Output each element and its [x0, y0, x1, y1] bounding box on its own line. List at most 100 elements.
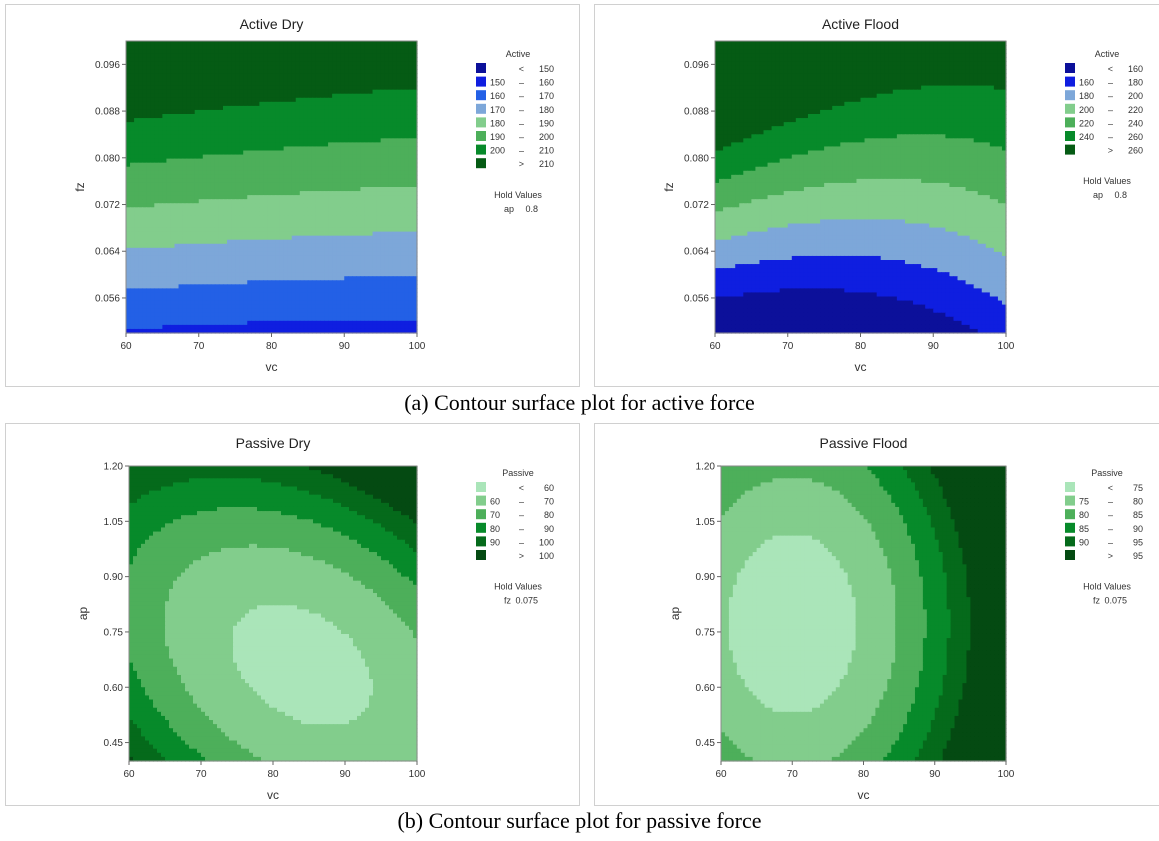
legend-title: Active: [1095, 49, 1120, 59]
x-tick-label: 100: [998, 341, 1015, 352]
legend-item-high: 170: [539, 91, 554, 101]
legend-dash: –: [519, 118, 524, 128]
legend-dash: –: [519, 146, 524, 156]
legend-item-high: 260: [1128, 146, 1143, 156]
legend-dash: –: [1108, 132, 1113, 142]
legend-swatch: [1065, 117, 1075, 128]
hold-values-title: Hold Values: [494, 190, 542, 200]
legend-swatch: [1065, 131, 1075, 141]
y-axis-label: ap: [668, 607, 682, 621]
legend-swatch: [476, 90, 486, 101]
legend-dash: –: [519, 537, 524, 547]
legend-item-high: 80: [1133, 497, 1143, 507]
legend-item-high: 90: [1133, 524, 1143, 534]
legend-active-flood: Active < 160 160 – 180 180 – 200 200 – 220 220 – 240 24…: [1065, 49, 1143, 200]
legend-item-low: 80: [490, 524, 500, 534]
legend-item-low: 85: [1079, 524, 1089, 534]
contour-fill-active-flood: [715, 41, 1007, 334]
contour-plot-passive-dry: Passive Dry 60 70 80 90 100 vc 0.45 0.60 0.75 0.90…: [76, 435, 554, 802]
legend-item-low: <: [519, 483, 524, 493]
legend-dash: –: [1108, 510, 1113, 520]
legend-item-high: 70: [544, 497, 554, 507]
legend-swatch: [1065, 536, 1075, 547]
legend-dash: –: [519, 510, 524, 520]
legend-swatch: [476, 76, 486, 87]
y-tick-label: 0.45: [104, 738, 124, 749]
legend-swatch: [1065, 103, 1075, 114]
x-tick-label: 90: [339, 769, 351, 780]
x-tick-label: 70: [193, 341, 205, 352]
legend-swatch: [476, 522, 486, 533]
y-tick-label: 0.088: [684, 107, 709, 118]
legend-swatch: [476, 482, 486, 492]
hold-values-title: Hold Values: [494, 582, 542, 592]
legend-item-high: 90: [544, 524, 554, 534]
x-tick-label: 100: [409, 341, 426, 352]
y-tick-label: 0.60: [104, 683, 124, 694]
y-tick-label: 0.072: [95, 200, 120, 211]
legend-swatch: [1065, 144, 1075, 155]
legend-dash: –: [1108, 524, 1113, 534]
legend-item-high: 160: [1128, 64, 1143, 74]
legend-dash: –: [519, 524, 524, 534]
x-axis-label: vc: [858, 788, 870, 802]
legend-swatch: [476, 536, 486, 547]
x-axis-label: vc: [855, 360, 867, 374]
x-tick-label: 70: [195, 769, 207, 780]
hold-value-name: fz: [1093, 596, 1101, 606]
legend-dash: –: [1108, 105, 1113, 115]
legend-item-high: 60: [544, 483, 554, 493]
contour-fill-passive-dry: [129, 466, 418, 762]
legend-item-low: 200: [1079, 105, 1094, 115]
legend-item-low: >: [1108, 551, 1113, 561]
legend-dash: –: [1108, 78, 1113, 88]
y-tick-label: 0.75: [104, 627, 124, 638]
x-axis-label: vc: [267, 788, 279, 802]
legend-swatch: [476, 63, 486, 73]
legend-item-low: <: [519, 64, 524, 74]
legend-item-low: 80: [1079, 510, 1089, 520]
legend-dash: –: [1108, 118, 1113, 128]
y-tick-label: 0.90: [696, 572, 716, 583]
y-tick-label: 1.20: [104, 462, 124, 473]
legend-item-high: 260: [1128, 132, 1143, 142]
legend-swatch: [476, 509, 486, 520]
y-axis-label: ap: [76, 607, 90, 621]
legend-item-low: 150: [490, 78, 505, 88]
legend-dash: –: [519, 78, 524, 88]
legend-dash: –: [1108, 497, 1113, 507]
y-tick-label: 0.096: [95, 60, 120, 71]
legend-item-low: 200: [490, 146, 505, 156]
chart-panel-active-flood: Active Flood 60 70 80 90 100 vc 0.056 0.064 0.072…: [594, 4, 1159, 387]
legend-swatch: [476, 131, 486, 141]
legend-item-high: 210: [539, 159, 554, 169]
chart-title-active-dry: Active Dry: [240, 16, 304, 32]
x-tick-label: 90: [339, 341, 351, 352]
legend-swatch: [1065, 63, 1075, 73]
legend-item-high: 180: [1128, 78, 1143, 88]
legend-dash: –: [519, 91, 524, 101]
legend-item-low: 160: [1079, 78, 1094, 88]
y-tick-label: 1.05: [696, 517, 716, 528]
legend-item-low: 170: [490, 105, 505, 115]
legend-item-low: >: [519, 159, 524, 169]
legend-item-high: 200: [1128, 91, 1143, 101]
x-tick-label: 60: [709, 341, 721, 352]
contour-plot-passive-flood: Passive Flood 60 70 80 90 100 vc 0.45 0.60 0.75 0.…: [668, 435, 1143, 802]
legend-swatch: [1065, 550, 1075, 560]
legend-title: Passive: [502, 468, 534, 478]
hold-value: 0.8: [1114, 190, 1127, 200]
chart-panel-active-dry: Active Dry 60 70 80 90 100 vc 0.056 0.064 0.072 0.…: [5, 4, 580, 387]
legend-dash: –: [519, 132, 524, 142]
legend-item-low: >: [1108, 146, 1113, 156]
x-tick-label: 60: [123, 769, 135, 780]
legend-swatch: [1065, 90, 1075, 101]
chart-title-active-flood: Active Flood: [822, 16, 899, 32]
x-tick-label: 90: [928, 341, 940, 352]
legend-active-dry: Active < 150 150 – 160 160 – 170 170 – 180 180 – 190 19…: [476, 49, 554, 214]
hold-value: 0.8: [525, 204, 538, 214]
legend-swatch: [1065, 509, 1075, 520]
y-tick-label: 1.20: [696, 462, 716, 473]
legend-item-low: 220: [1079, 118, 1094, 128]
legend-item-high: 85: [1133, 510, 1143, 520]
